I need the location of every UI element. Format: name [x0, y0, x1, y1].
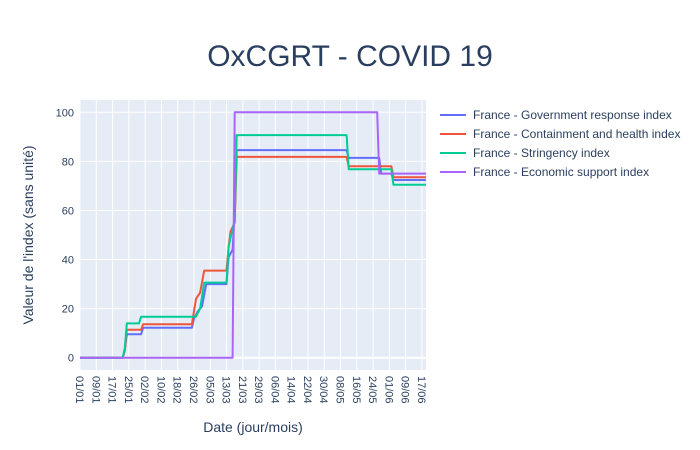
legend-item-0[interactable]: France - Government response index [440, 108, 672, 122]
x-tick-label: 22/04 [301, 376, 313, 404]
x-tick-label: 17/01 [106, 376, 118, 404]
y-axis-ticks: 0 20 40 60 80 100 [56, 107, 74, 364]
x-axis-title: Date (jour/mois) [203, 419, 303, 435]
legend-label: France - Economic support index [473, 165, 649, 179]
y-tick-label: 20 [62, 304, 74, 316]
x-tick-label: 01/06 [382, 376, 394, 404]
series-line-3[interactable] [80, 111, 426, 359]
y-tick-label: 60 [62, 205, 74, 217]
x-tick-label: 17/06 [415, 376, 427, 404]
series-line-0[interactable] [80, 149, 426, 359]
x-tick-label: 09/01 [89, 376, 101, 404]
x-axis-ticks: 01/01 09/01 17/01 25/01 02/02 10/02 18/02 26/02… [73, 376, 427, 404]
legend[interactable]: France - Government response index France… [440, 108, 680, 179]
y-tick-label: 100 [56, 107, 74, 119]
y-tick-label: 40 [62, 255, 74, 267]
x-tick-label: 01/01 [73, 376, 85, 404]
legend-item-1[interactable]: France - Containment and health index [440, 127, 680, 141]
x-tick-label: 09/06 [399, 376, 411, 404]
legend-item-2[interactable]: France - Stringency index [440, 146, 610, 160]
x-tick-label: 10/02 [154, 376, 166, 404]
x-tick-label: 08/05 [334, 376, 346, 404]
x-tick-label: 05/03 [203, 376, 215, 404]
x-tick-label: 25/01 [122, 376, 134, 404]
x-tick-label: 13/03 [220, 376, 232, 404]
legend-label: France - Government response index [473, 108, 672, 122]
legend-label: France - Containment and health index [473, 127, 680, 141]
y-tick-label: 80 [62, 156, 74, 168]
x-tick-label: 29/03 [252, 376, 264, 404]
plot-area [80, 100, 426, 370]
y-axis-title: Valeur de l'index (sans unité) [20, 145, 36, 324]
series-layer [80, 111, 426, 359]
x-tick-label: 02/02 [138, 376, 150, 404]
x-tick-label: 18/02 [171, 376, 183, 404]
x-tick-label: 14/04 [285, 376, 297, 404]
x-tick-label: 21/03 [236, 376, 248, 404]
x-gridlines [79, 100, 423, 370]
x-tick-label: 16/05 [350, 376, 362, 404]
legend-item-3[interactable]: France - Economic support index [440, 165, 649, 179]
x-tick-label: 06/04 [268, 376, 280, 404]
x-tick-label: 30/04 [317, 376, 329, 404]
chart-title: OxCGRT - COVID 19 [207, 40, 493, 73]
x-tick-label: 24/05 [366, 376, 378, 404]
series-line-2[interactable] [80, 134, 426, 359]
y-tick-label: 0 [68, 353, 74, 365]
x-tick-label: 26/02 [187, 376, 199, 404]
legend-label: France - Stringency index [473, 146, 610, 160]
